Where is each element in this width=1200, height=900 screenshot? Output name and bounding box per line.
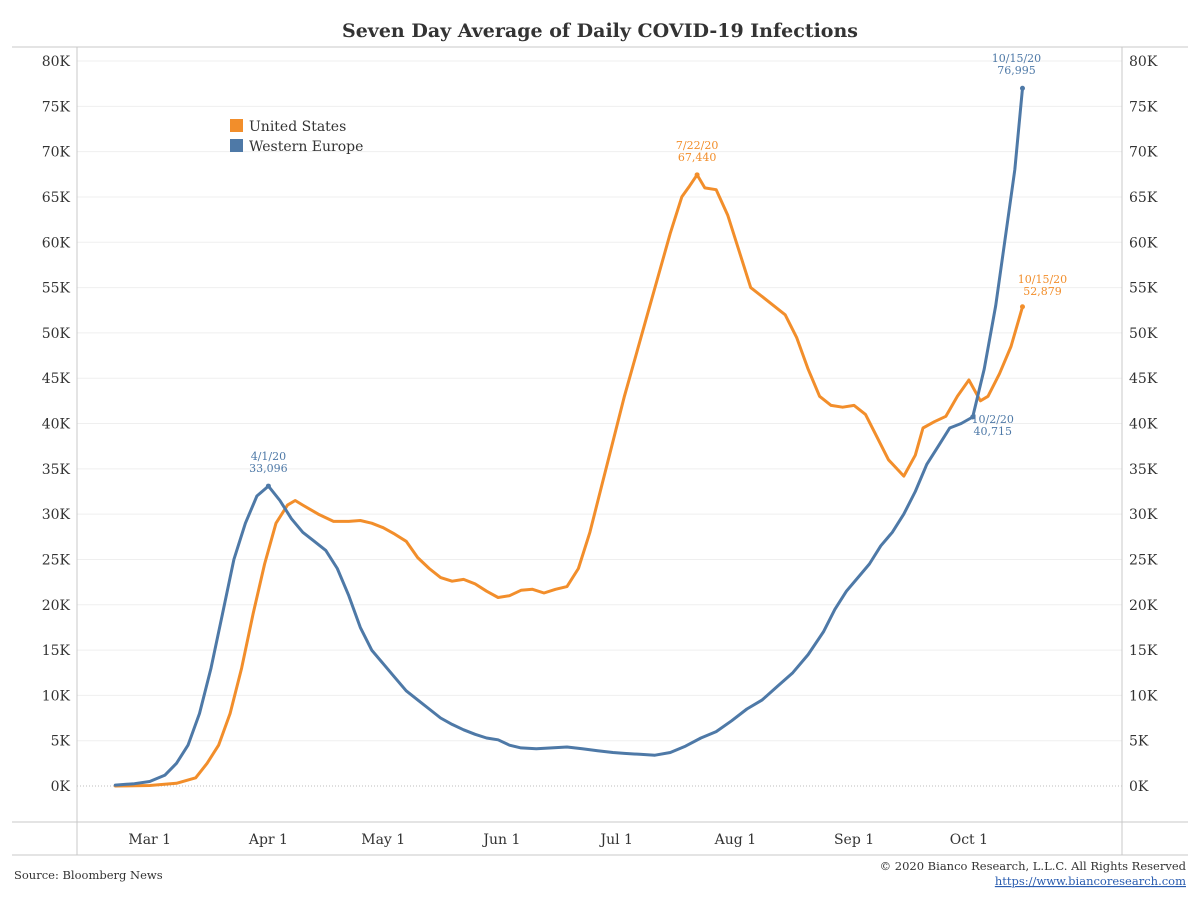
chart-title: Seven Day Average of Daily COVID-19 Infe… (342, 20, 858, 42)
y-tick-label-right: 80K (1129, 54, 1158, 70)
plot-frame (12, 46, 1188, 856)
annotation-date: 4/1/20 (251, 450, 286, 463)
annotation-marker (265, 483, 271, 489)
y-tick-label-right: 60K (1129, 235, 1158, 251)
y-tick-label-right: 15K (1129, 643, 1158, 659)
annotation-date: 10/15/20 (1018, 273, 1067, 286)
y-tick-label-right: 0K (1129, 779, 1149, 795)
x-tick-label: Apr 1 (248, 832, 288, 848)
annotation-value: 67,440 (678, 151, 717, 164)
y-tick-label-left: 10K (42, 688, 71, 704)
y-tick-label-left: 60K (42, 235, 71, 251)
y-tick-label-right: 20K (1129, 598, 1158, 614)
y-tick-label-right: 40K (1129, 417, 1158, 433)
y-tick-label-left: 40K (42, 417, 71, 433)
y-tick-label-left: 25K (42, 552, 71, 568)
annotation-date: 7/22/20 (676, 139, 718, 152)
annotations: 4/1/2033,0967/22/2067,44010/15/2076,9951… (249, 52, 1067, 489)
y-tick-label-right: 65K (1129, 190, 1158, 206)
source-note: Source: Bloomberg News (14, 868, 163, 882)
y-tick-label-right: 5K (1129, 734, 1149, 750)
series-lines (113, 86, 1024, 788)
annotation-date: 10/15/20 (992, 52, 1041, 65)
annotation-marker (1019, 304, 1025, 310)
y-tick-label-right: 45K (1129, 371, 1158, 387)
y-tick-label-right: 70K (1129, 145, 1158, 161)
y-tick-label-left: 15K (42, 643, 71, 659)
x-tick-label: Mar 1 (128, 832, 171, 848)
x-tick-label: Aug 1 (714, 832, 756, 848)
y-tick-label-left: 75K (42, 99, 71, 115)
x-tick-label: Jun 1 (481, 832, 520, 848)
x-tick-label: Sep 1 (834, 832, 874, 848)
annotation-value: 76,995 (997, 64, 1036, 77)
legend-label-western-europe: Western Europe (249, 139, 363, 155)
y-tick-label-right: 30K (1129, 507, 1158, 523)
y-axis-right: 0K 5K 10K 15K 20K 25K 30K 35K 40K 45K 50K 55K 60K 65K… (1129, 54, 1158, 795)
y-tick-label-left: 80K (42, 54, 71, 70)
y-tick-label-left: 45K (42, 371, 71, 387)
annotation-marker (694, 172, 700, 178)
y-tick-label-left: 55K (42, 281, 71, 297)
annotation-value: 33,096 (249, 462, 288, 475)
y-tick-label-right: 10K (1129, 688, 1158, 704)
y-axis-left: 0K 5K 10K 15K 20K 25K 30K 35K 40K 45K 50K 55K 60K 65K… (42, 54, 71, 795)
y-tick-label-left: 65K (42, 190, 71, 206)
y-tick-label-right: 35K (1129, 462, 1158, 478)
x-tick-label: Oct 1 (950, 832, 988, 848)
y-tick-label-left: 50K (42, 326, 71, 342)
series-line-united-states (113, 173, 1024, 788)
copyright-note: © 2020 Bianco Research, L.L.C. All Right… (880, 859, 1187, 873)
annotation-value: 40,715 (973, 425, 1012, 438)
annotation-marker (970, 414, 976, 420)
legend-swatch-western-europe (230, 139, 243, 152)
annotation-value: 52,879 (1023, 285, 1062, 298)
y-tick-label-left: 30K (42, 507, 71, 523)
legend-label-united-states: United States (249, 119, 346, 135)
series-line-western-europe (113, 86, 1024, 787)
legend: United States Western Europe (230, 119, 363, 155)
website-link[interactable]: https://www.biancoresearch.com (995, 874, 1186, 888)
x-tick-label: May 1 (361, 832, 405, 848)
y-tick-label-left: 35K (42, 462, 71, 478)
x-axis: Mar 1 Apr 1 May 1 Jun 1 Jul 1 Aug 1 Sep 1 Oct 1 (128, 832, 988, 848)
y-tick-label-right: 25K (1129, 552, 1158, 568)
y-tick-label-left: 0K (51, 779, 71, 795)
x-tick-label: Jul 1 (598, 832, 632, 848)
y-tick-label-left: 70K (42, 145, 71, 161)
y-tick-label-left: 20K (42, 598, 71, 614)
y-tick-label-left: 5K (51, 734, 71, 750)
y-tick-label-right: 50K (1129, 326, 1158, 342)
y-tick-label-right: 55K (1129, 281, 1158, 297)
annotation-marker (1019, 85, 1025, 91)
legend-swatch-united-states (230, 119, 243, 132)
annotation-date: 10/2/20 (972, 413, 1014, 426)
y-tick-label-right: 75K (1129, 99, 1158, 115)
grid (77, 60, 1122, 787)
